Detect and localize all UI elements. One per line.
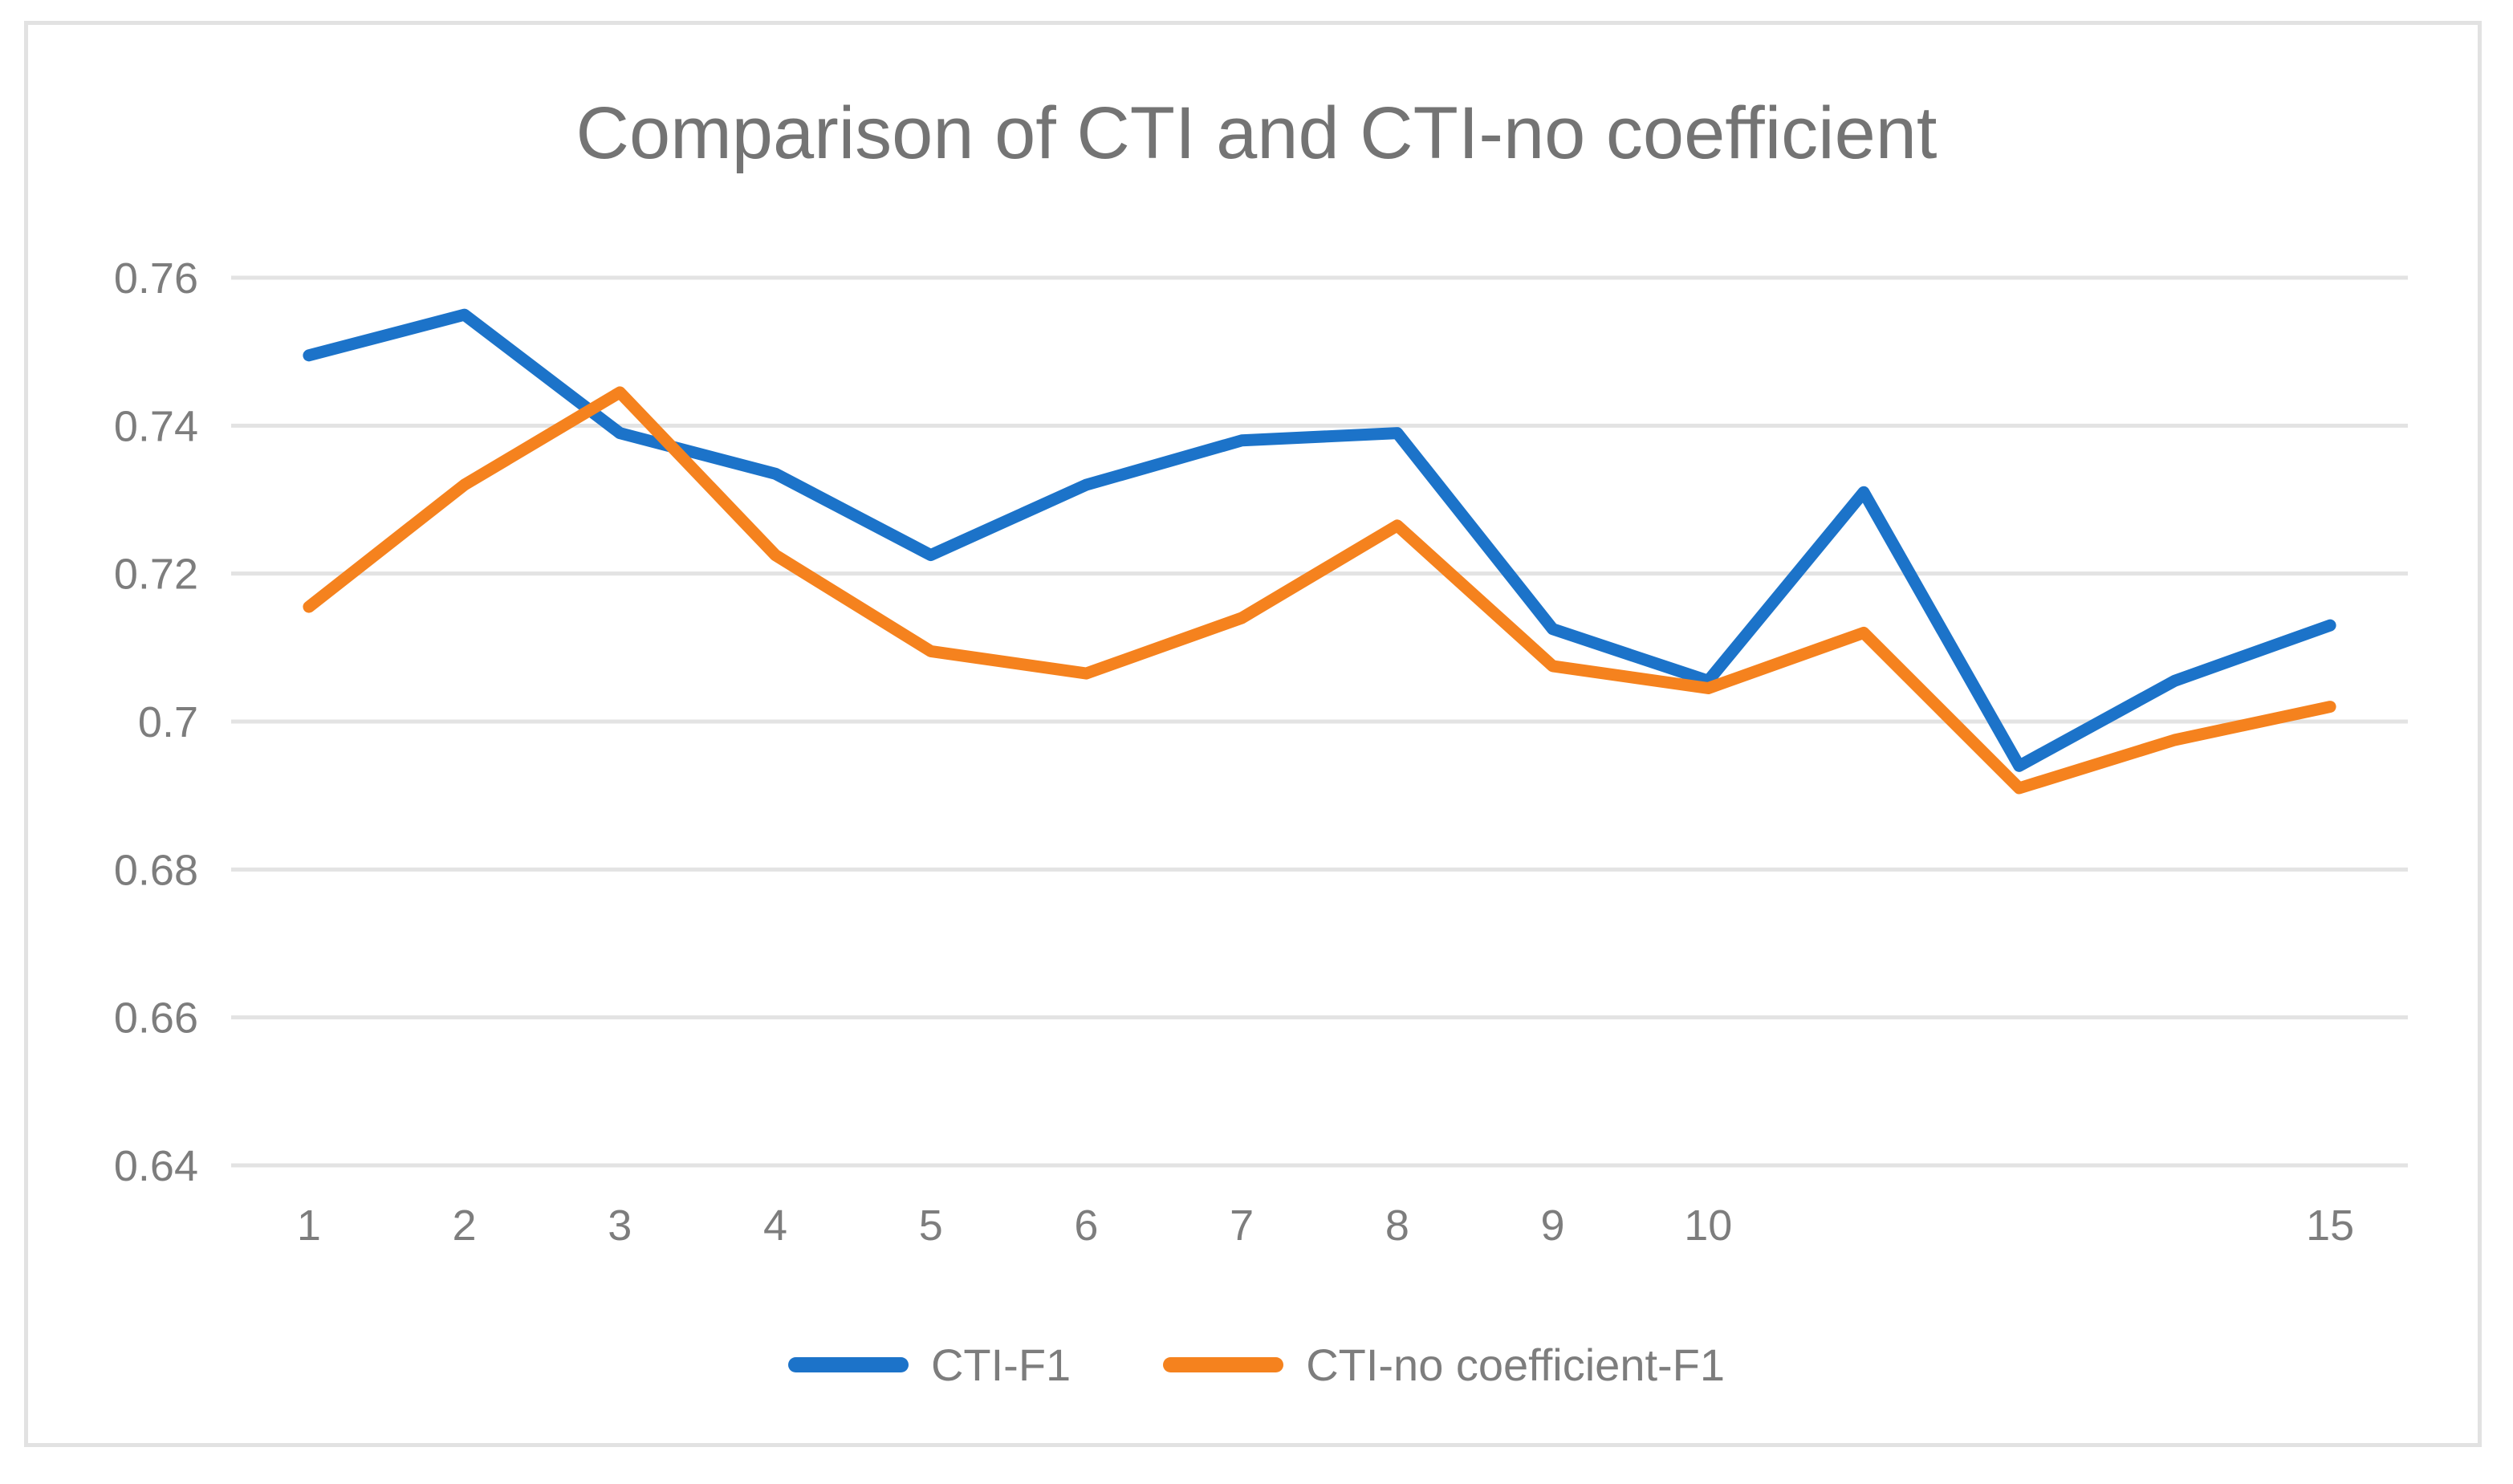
x-axis-tick-label: 7	[1230, 1201, 1254, 1250]
x-axis-tick-label: 5	[919, 1201, 943, 1250]
legend-label-cti-f1: CTI-F1	[930, 1339, 1071, 1390]
legend-swatch-cti-f1	[787, 1356, 909, 1372]
y-axis-tick-label: 0.72	[114, 551, 198, 599]
x-axis-tick-label: 3	[608, 1201, 632, 1250]
legend-item-cti-f1: CTI-F1	[787, 1339, 1071, 1391]
legend-item-cti-no-coefficient-f1: CTI-no coefficient-F1	[1163, 1339, 1725, 1391]
y-axis-tick-label: 0.76	[114, 254, 198, 303]
legend: CTI-F1 CTI-no coefficient-F1	[0, 1328, 2513, 1401]
chart-title: Comparison of CTI and CTI-no coefficient	[575, 92, 1938, 174]
series-line-cti-f1	[303, 308, 2336, 772]
x-axis-tick-label: 2	[453, 1201, 477, 1250]
x-axis-tick-label: 10	[1684, 1201, 1732, 1250]
x-axis-tick-label: 4	[763, 1201, 787, 1250]
x-axis-tick-label: 6	[1074, 1201, 1098, 1250]
series-line-cti-no-coefficient-f1	[303, 386, 2336, 795]
x-axis-tick-label: 15	[2306, 1201, 2354, 1250]
x-axis-tick-label: 8	[1385, 1201, 1409, 1250]
y-axis-tick-label: 0.7	[138, 698, 198, 746]
x-axis-tick-label: 9	[1541, 1201, 1565, 1250]
y-axis-tick-label: 0.64	[114, 1142, 198, 1190]
legend-label-cti-no-coefficient-f1: CTI-no coefficient-F1	[1306, 1339, 1726, 1390]
y-axis-tick-label: 0.68	[114, 846, 198, 894]
y-axis-tick-label: 0.66	[114, 994, 198, 1043]
y-axis-tick-label: 0.74	[114, 402, 198, 450]
chart-border	[24, 21, 2482, 1447]
x-axis-tick-label: 1	[297, 1201, 321, 1250]
legend-swatch-cti-no-coefficient-f1	[1163, 1356, 1284, 1372]
